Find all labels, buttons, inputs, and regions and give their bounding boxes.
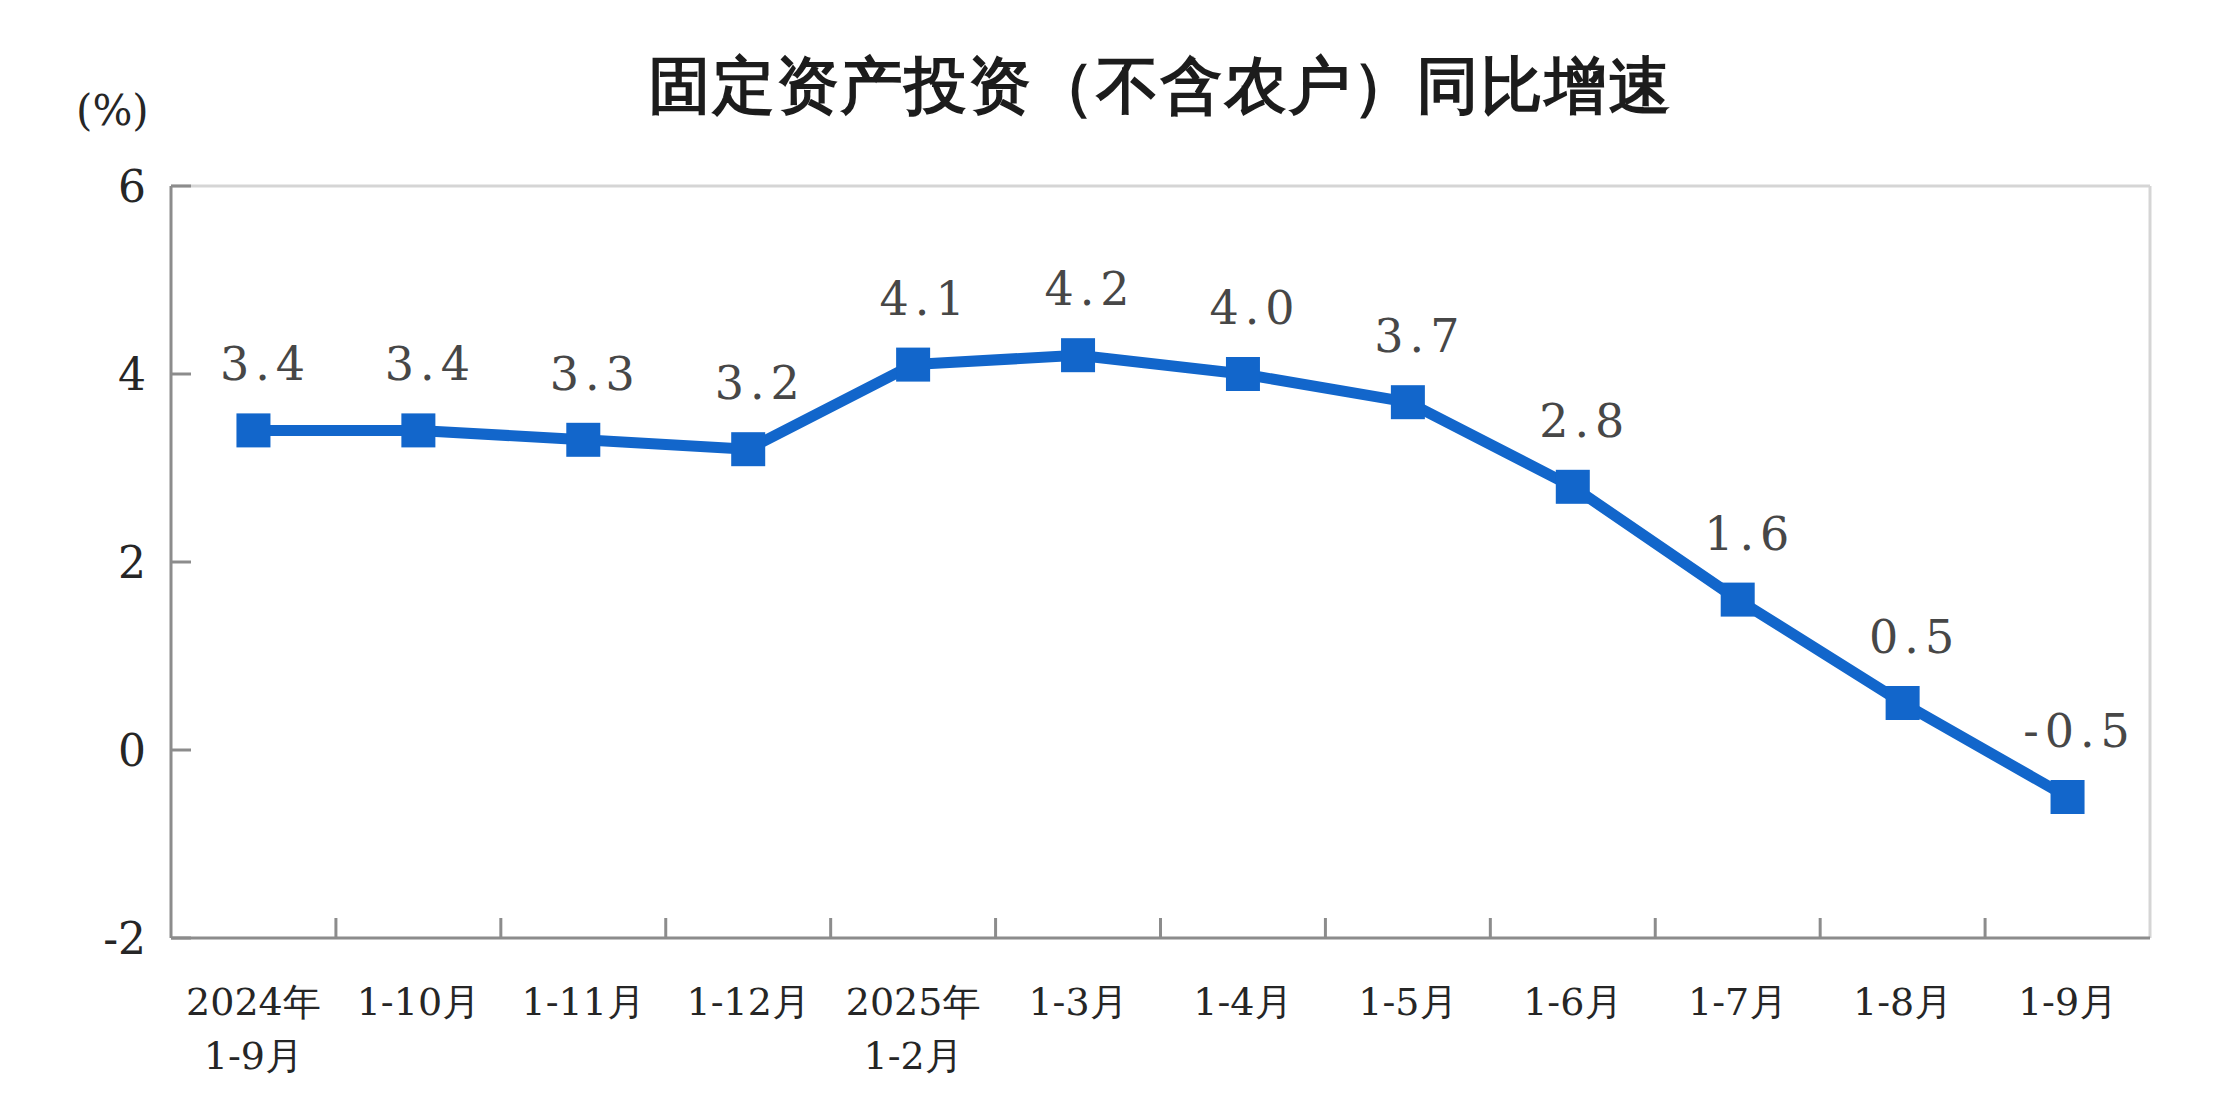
data-point-marker (1391, 385, 1425, 419)
x-tick-label: 2025年 (846, 980, 981, 1024)
data-point-marker (236, 413, 270, 447)
x-tick-label: 1-11月 (522, 980, 645, 1024)
data-point-label: 4.2 (1044, 262, 1135, 316)
x-tick-label: 1-3月 (1028, 980, 1127, 1024)
y-tick-label: 0 (118, 725, 146, 776)
x-tick-label: 1-6月 (1523, 980, 1622, 1024)
chart-canvas: 固定资产投资（不含农户）同比增速 (%) 6420-22024年1-9月1-10… (0, 0, 2218, 1112)
data-point-label: 4.0 (1209, 281, 1300, 335)
data-point-label: 1.6 (1704, 507, 1795, 561)
y-tick-label: 4 (118, 349, 146, 400)
data-point-marker (1061, 338, 1095, 372)
x-tick-label: 1-4月 (1193, 980, 1292, 1024)
series-line (253, 355, 2067, 797)
data-point-marker (731, 432, 765, 466)
data-point-marker (566, 423, 600, 457)
line-chart-plot: 6 4 2 0 -2 2024年 1-9月 1-10月 1-11月 1-12月 2025年 1-2月 1… (0, 0, 2218, 1112)
x-tick-label: 1-5月 (1358, 980, 1457, 1024)
y-tick-label: -2 (103, 913, 146, 964)
data-point-marker (1556, 470, 1590, 504)
data-point-marker (1886, 686, 1920, 720)
x-tick-label: 1-12月 (687, 980, 810, 1024)
data-point-label: 2.8 (1539, 394, 1630, 448)
data-point-label: 3.2 (715, 356, 806, 410)
data-point-label: 3.4 (385, 337, 476, 391)
data-point-label: 0.5 (1869, 610, 1960, 664)
x-tick-label: 1-2月 (864, 1034, 963, 1078)
data-point-label: 3.4 (220, 337, 311, 391)
data-point-marker (2051, 780, 2085, 814)
x-tick-label: 1-9月 (204, 1034, 303, 1078)
x-tick-label: 2024年 (186, 980, 321, 1024)
data-point-marker (1226, 357, 1260, 391)
x-tick-label: 1-7月 (1688, 980, 1787, 1024)
x-tick-label: 1-8月 (1853, 980, 1952, 1024)
x-tick-label: 1-10月 (357, 980, 480, 1024)
data-point-marker (1721, 583, 1755, 617)
data-point-label: 3.3 (550, 347, 641, 401)
x-tick-label: 1-9月 (2018, 980, 2117, 1024)
data-point-label: 4.1 (880, 272, 971, 326)
data-point-marker (896, 348, 930, 382)
data-point-label: 3.7 (1374, 309, 1465, 363)
y-tick-label: 2 (118, 537, 146, 588)
data-point-marker (401, 413, 435, 447)
data-point-label: -0.5 (2023, 704, 2136, 758)
y-tick-label: 6 (118, 161, 146, 212)
